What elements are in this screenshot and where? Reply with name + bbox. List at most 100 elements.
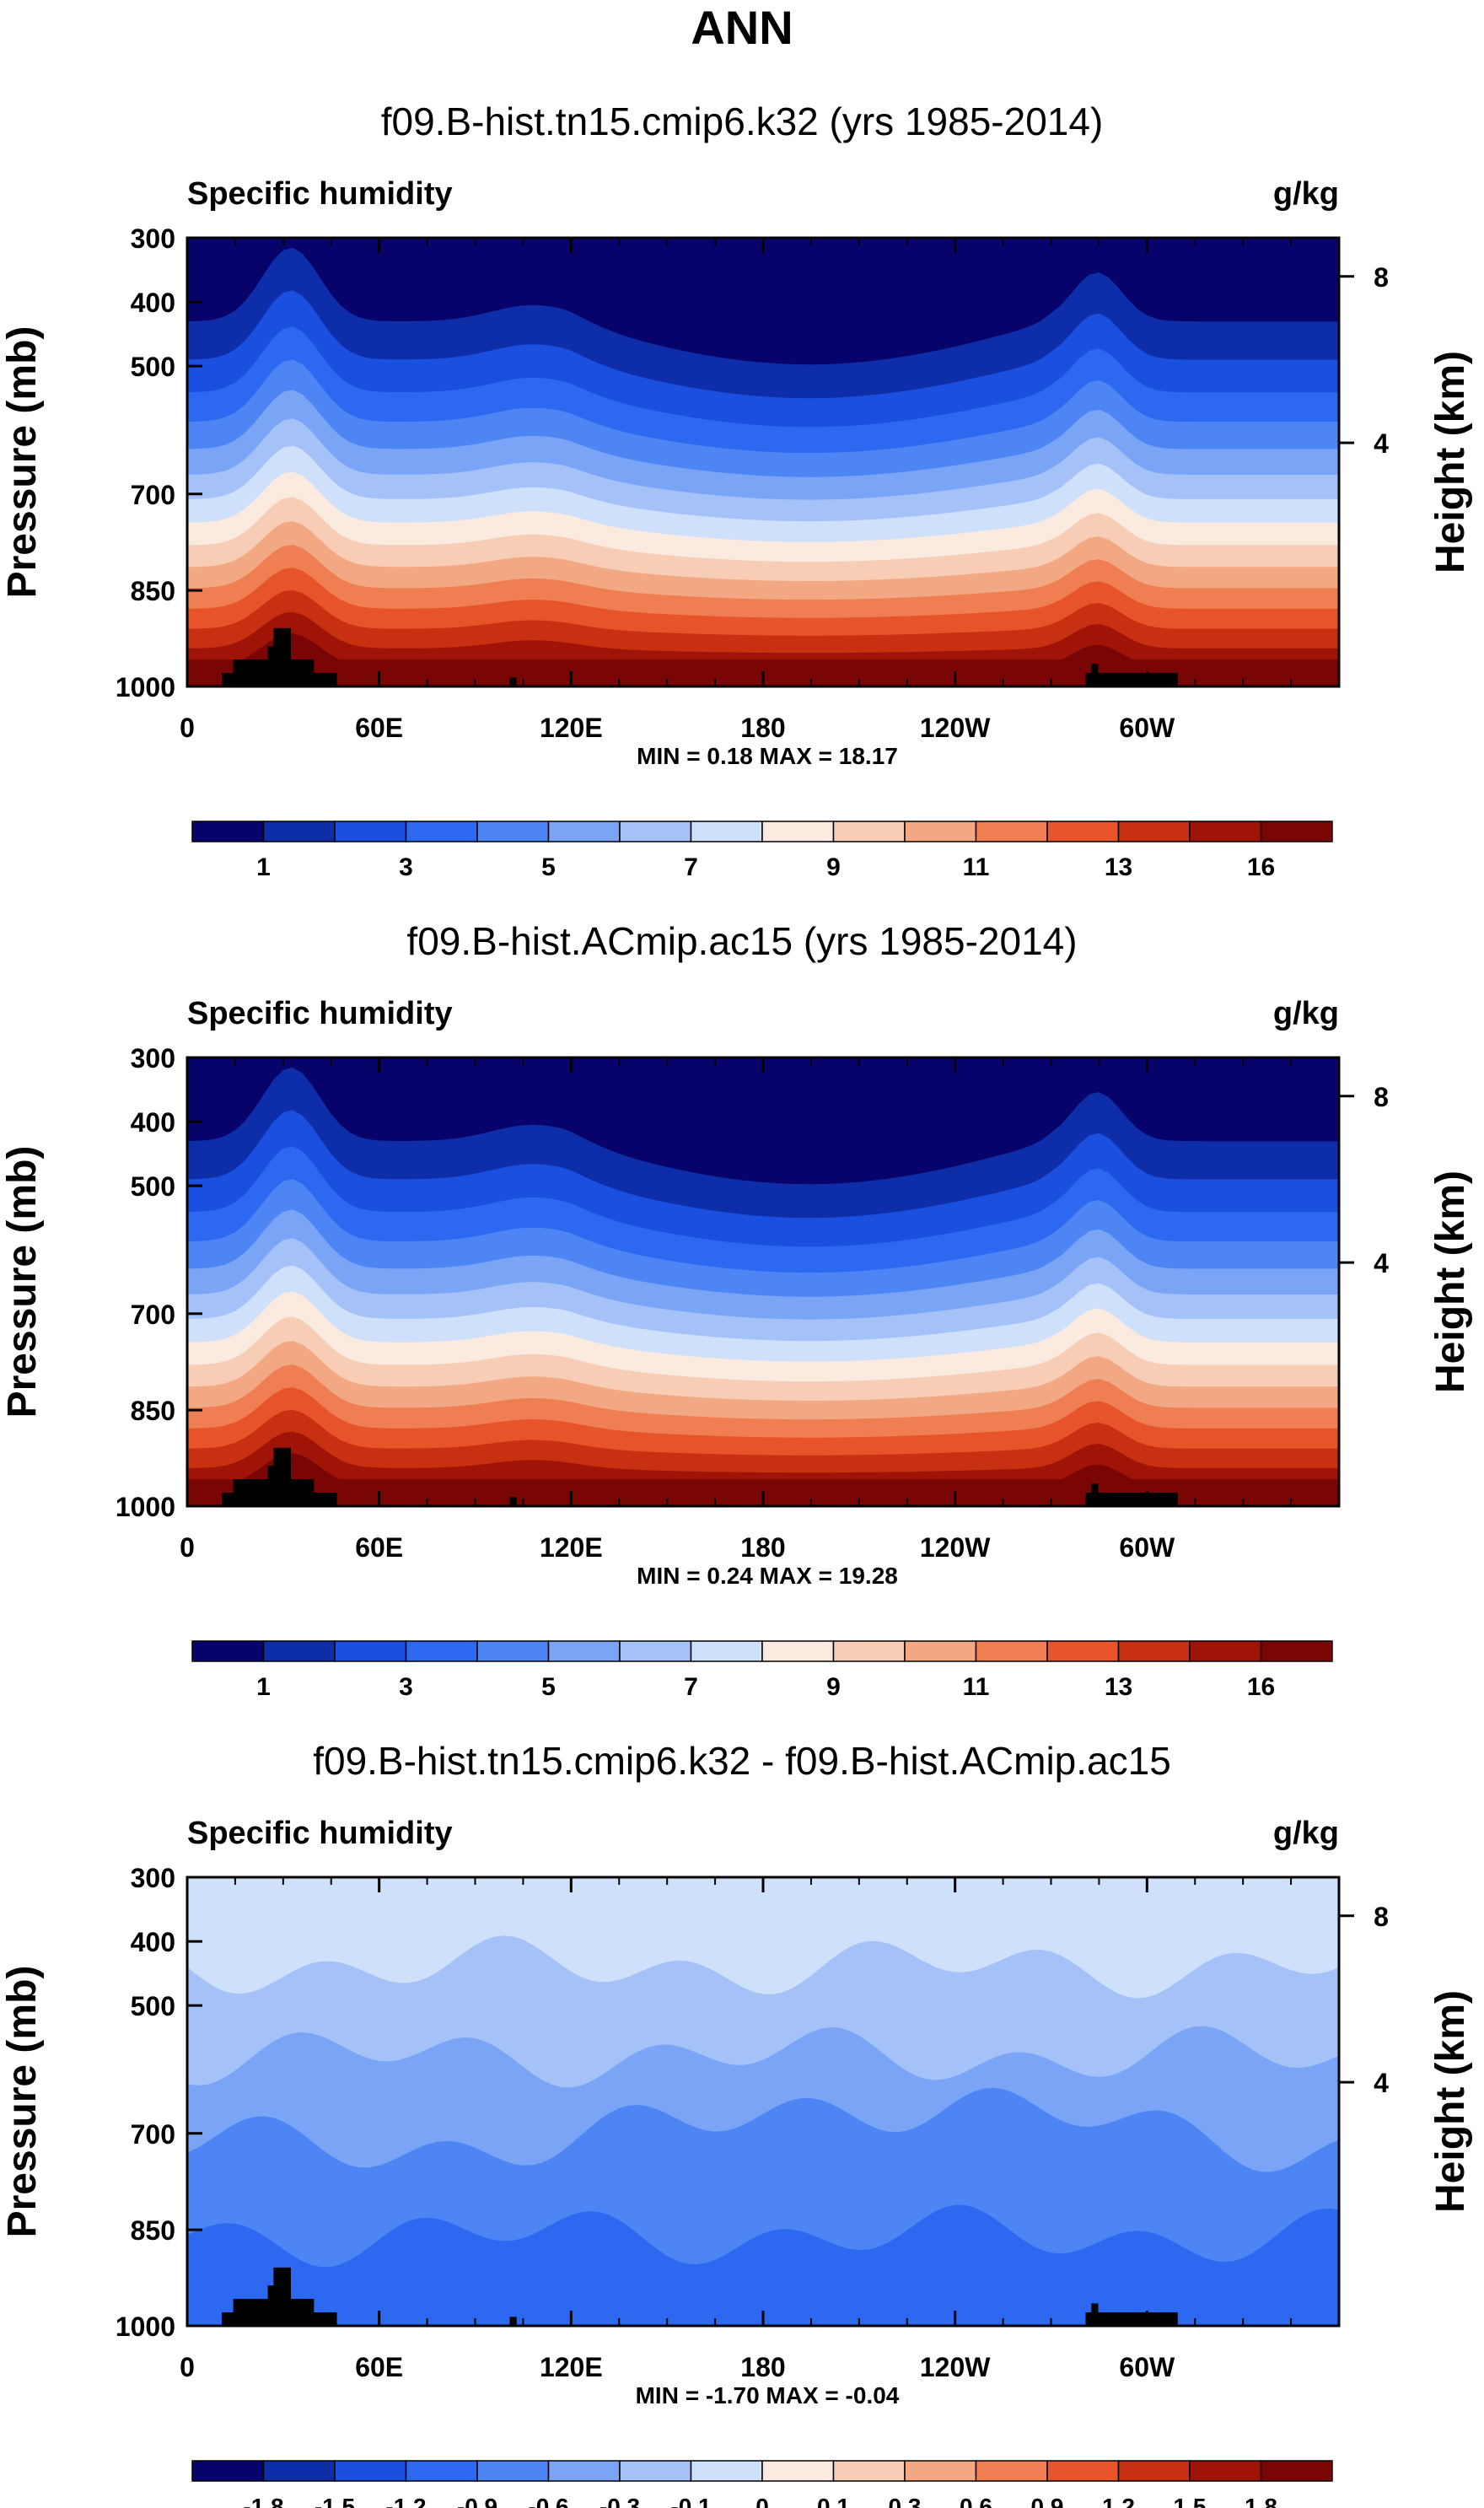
colorbar-label: 9: [826, 1673, 841, 1701]
xtick-label: 0: [180, 713, 195, 743]
colorbar-label: 13: [1105, 853, 1132, 881]
colorbar-box: [975, 1640, 1048, 1662]
topography: [1091, 664, 1099, 686]
colorbar-box: [975, 821, 1048, 842]
colorbar-box: [405, 821, 478, 842]
colorbar-label: 13: [1105, 1673, 1132, 1701]
ytick-label: 400: [131, 288, 175, 318]
colorbar-box: [1260, 821, 1333, 842]
colorbar-label: 16: [1247, 1673, 1275, 1701]
ytick-label: 700: [131, 2119, 175, 2150]
colorbar-label: 1.5: [1174, 2494, 1207, 2508]
units-label: g/kg: [1273, 176, 1339, 212]
xtick-label: 60E: [355, 713, 403, 743]
topography: [302, 2299, 315, 2326]
colorbar-box: [1046, 1640, 1120, 1662]
xtick-label: 60W: [1119, 713, 1175, 743]
panels: f09.B-hist.tn15.cmip6.k32 (yrs 1985-2014…: [0, 100, 1473, 2508]
colorbar-label: -1.8: [243, 2494, 283, 2508]
topography: [273, 2267, 291, 2326]
colorbar-label: 1.8: [1245, 2494, 1277, 2508]
colorbar-box: [1260, 1640, 1333, 1662]
colorbar-label: 7: [684, 853, 698, 881]
colorbar-box: [262, 821, 336, 842]
xtick-label: 120E: [540, 2352, 603, 2382]
ytick-label: 1000: [116, 2312, 175, 2342]
colorbar-label: 7: [684, 1673, 698, 1701]
ytick-label: 700: [131, 1300, 175, 1330]
colorbar-label: -0.9: [457, 2494, 497, 2508]
topography: [1085, 673, 1178, 686]
colorbar-label: -0.3: [600, 2494, 640, 2508]
y2tick-label: 8: [1374, 262, 1389, 293]
figure-title: ANN: [691, 1, 793, 54]
colorbar-label: -1.2: [385, 2494, 426, 2508]
topography: [1085, 1493, 1178, 1506]
colorbar-box: [619, 821, 692, 842]
panel-3: f09.B-hist.tn15.cmip6.k32 - f09.B-hist.A…: [0, 1739, 1473, 2508]
xtick-label: 60W: [1119, 1532, 1175, 1563]
ytick-label: 700: [131, 480, 175, 510]
colorbar-label: 0.3: [889, 2494, 922, 2508]
colorbar-label: 9: [826, 853, 841, 881]
y-axis-label: Pressure (mb): [0, 1966, 45, 2238]
y2tick-label: 4: [1374, 2068, 1389, 2098]
colorbar-box: [975, 2460, 1048, 2482]
colorbar-box: [761, 821, 835, 842]
topography: [302, 659, 315, 686]
ytick-label: 300: [131, 1043, 175, 1074]
stats-label: MIN = -1.70 MAX = -0.04: [636, 2382, 900, 2408]
colorbar-box: [547, 1640, 621, 1662]
ytick-label: 1000: [116, 672, 175, 702]
xtick-label: 120E: [540, 1532, 603, 1563]
panel-title: f09.B-hist.tn15.cmip6.k32 (yrs 1985-2014…: [381, 100, 1104, 143]
ytick-label: 300: [131, 223, 175, 254]
xtick-label: 60W: [1119, 2352, 1175, 2382]
y-axis-label: Pressure (mb): [0, 1146, 45, 1418]
units-label: g/kg: [1273, 1816, 1339, 1851]
colorbar-label: 5: [541, 853, 556, 881]
colorbar-label: 3: [399, 1673, 413, 1701]
panel-1: f09.B-hist.tn15.cmip6.k32 (yrs 1985-2014…: [0, 100, 1473, 881]
topography: [509, 2317, 517, 2326]
colorbar-box: [1189, 1640, 1262, 1662]
panel-title: f09.B-hist.tn15.cmip6.k32 - f09.B-hist.A…: [313, 1739, 1171, 1783]
colorbar-label: 0.1: [817, 2494, 850, 2508]
topography: [273, 627, 291, 686]
colorbar-box: [191, 1640, 265, 1662]
colorbar-box: [832, 1640, 906, 1662]
colorbar-label: 0.9: [1031, 2494, 1064, 2508]
colorbar-box: [619, 1640, 692, 1662]
xtick-label: 180: [740, 713, 785, 743]
y-axis-label: Pressure (mb): [0, 326, 45, 599]
ytick-label: 850: [131, 2215, 175, 2246]
colorbar-box: [476, 1640, 550, 1662]
y2tick-label: 8: [1374, 1902, 1389, 1932]
colorbar-box: [547, 821, 621, 842]
colorbar-label: 5: [541, 1673, 556, 1701]
colorbar-box: [262, 1640, 336, 1662]
topography: [273, 1447, 291, 1506]
colorbar-box: [405, 2460, 478, 2482]
contour-band: [187, 2204, 1339, 2326]
stats-label: MIN = 0.24 MAX = 19.28: [637, 1563, 898, 1589]
ytick-label: 500: [131, 352, 175, 382]
xtick-label: 180: [740, 2352, 785, 2382]
xtick-label: 0: [180, 1532, 195, 1563]
xtick-label: 60E: [355, 2352, 403, 2382]
colorbar-box: [1117, 2460, 1191, 2482]
colorbar-box: [619, 2460, 692, 2482]
colorbar-label: -0.1: [670, 2494, 711, 2508]
ytick-label: 400: [131, 1927, 175, 1957]
ytick-label: 400: [131, 1107, 175, 1138]
colorbar-box: [1046, 821, 1120, 842]
panel-title: f09.B-hist.ACmip.ac15 (yrs 1985-2014): [406, 919, 1077, 963]
colorbar-box: [690, 2460, 763, 2482]
xtick-label: 180: [740, 1532, 785, 1563]
variable-label: Specific humidity: [187, 176, 453, 212]
colorbar-box: [1046, 2460, 1120, 2482]
colorbar-box: [476, 821, 550, 842]
colorbar-box: [832, 821, 906, 842]
colorbar-box: [1117, 821, 1191, 842]
